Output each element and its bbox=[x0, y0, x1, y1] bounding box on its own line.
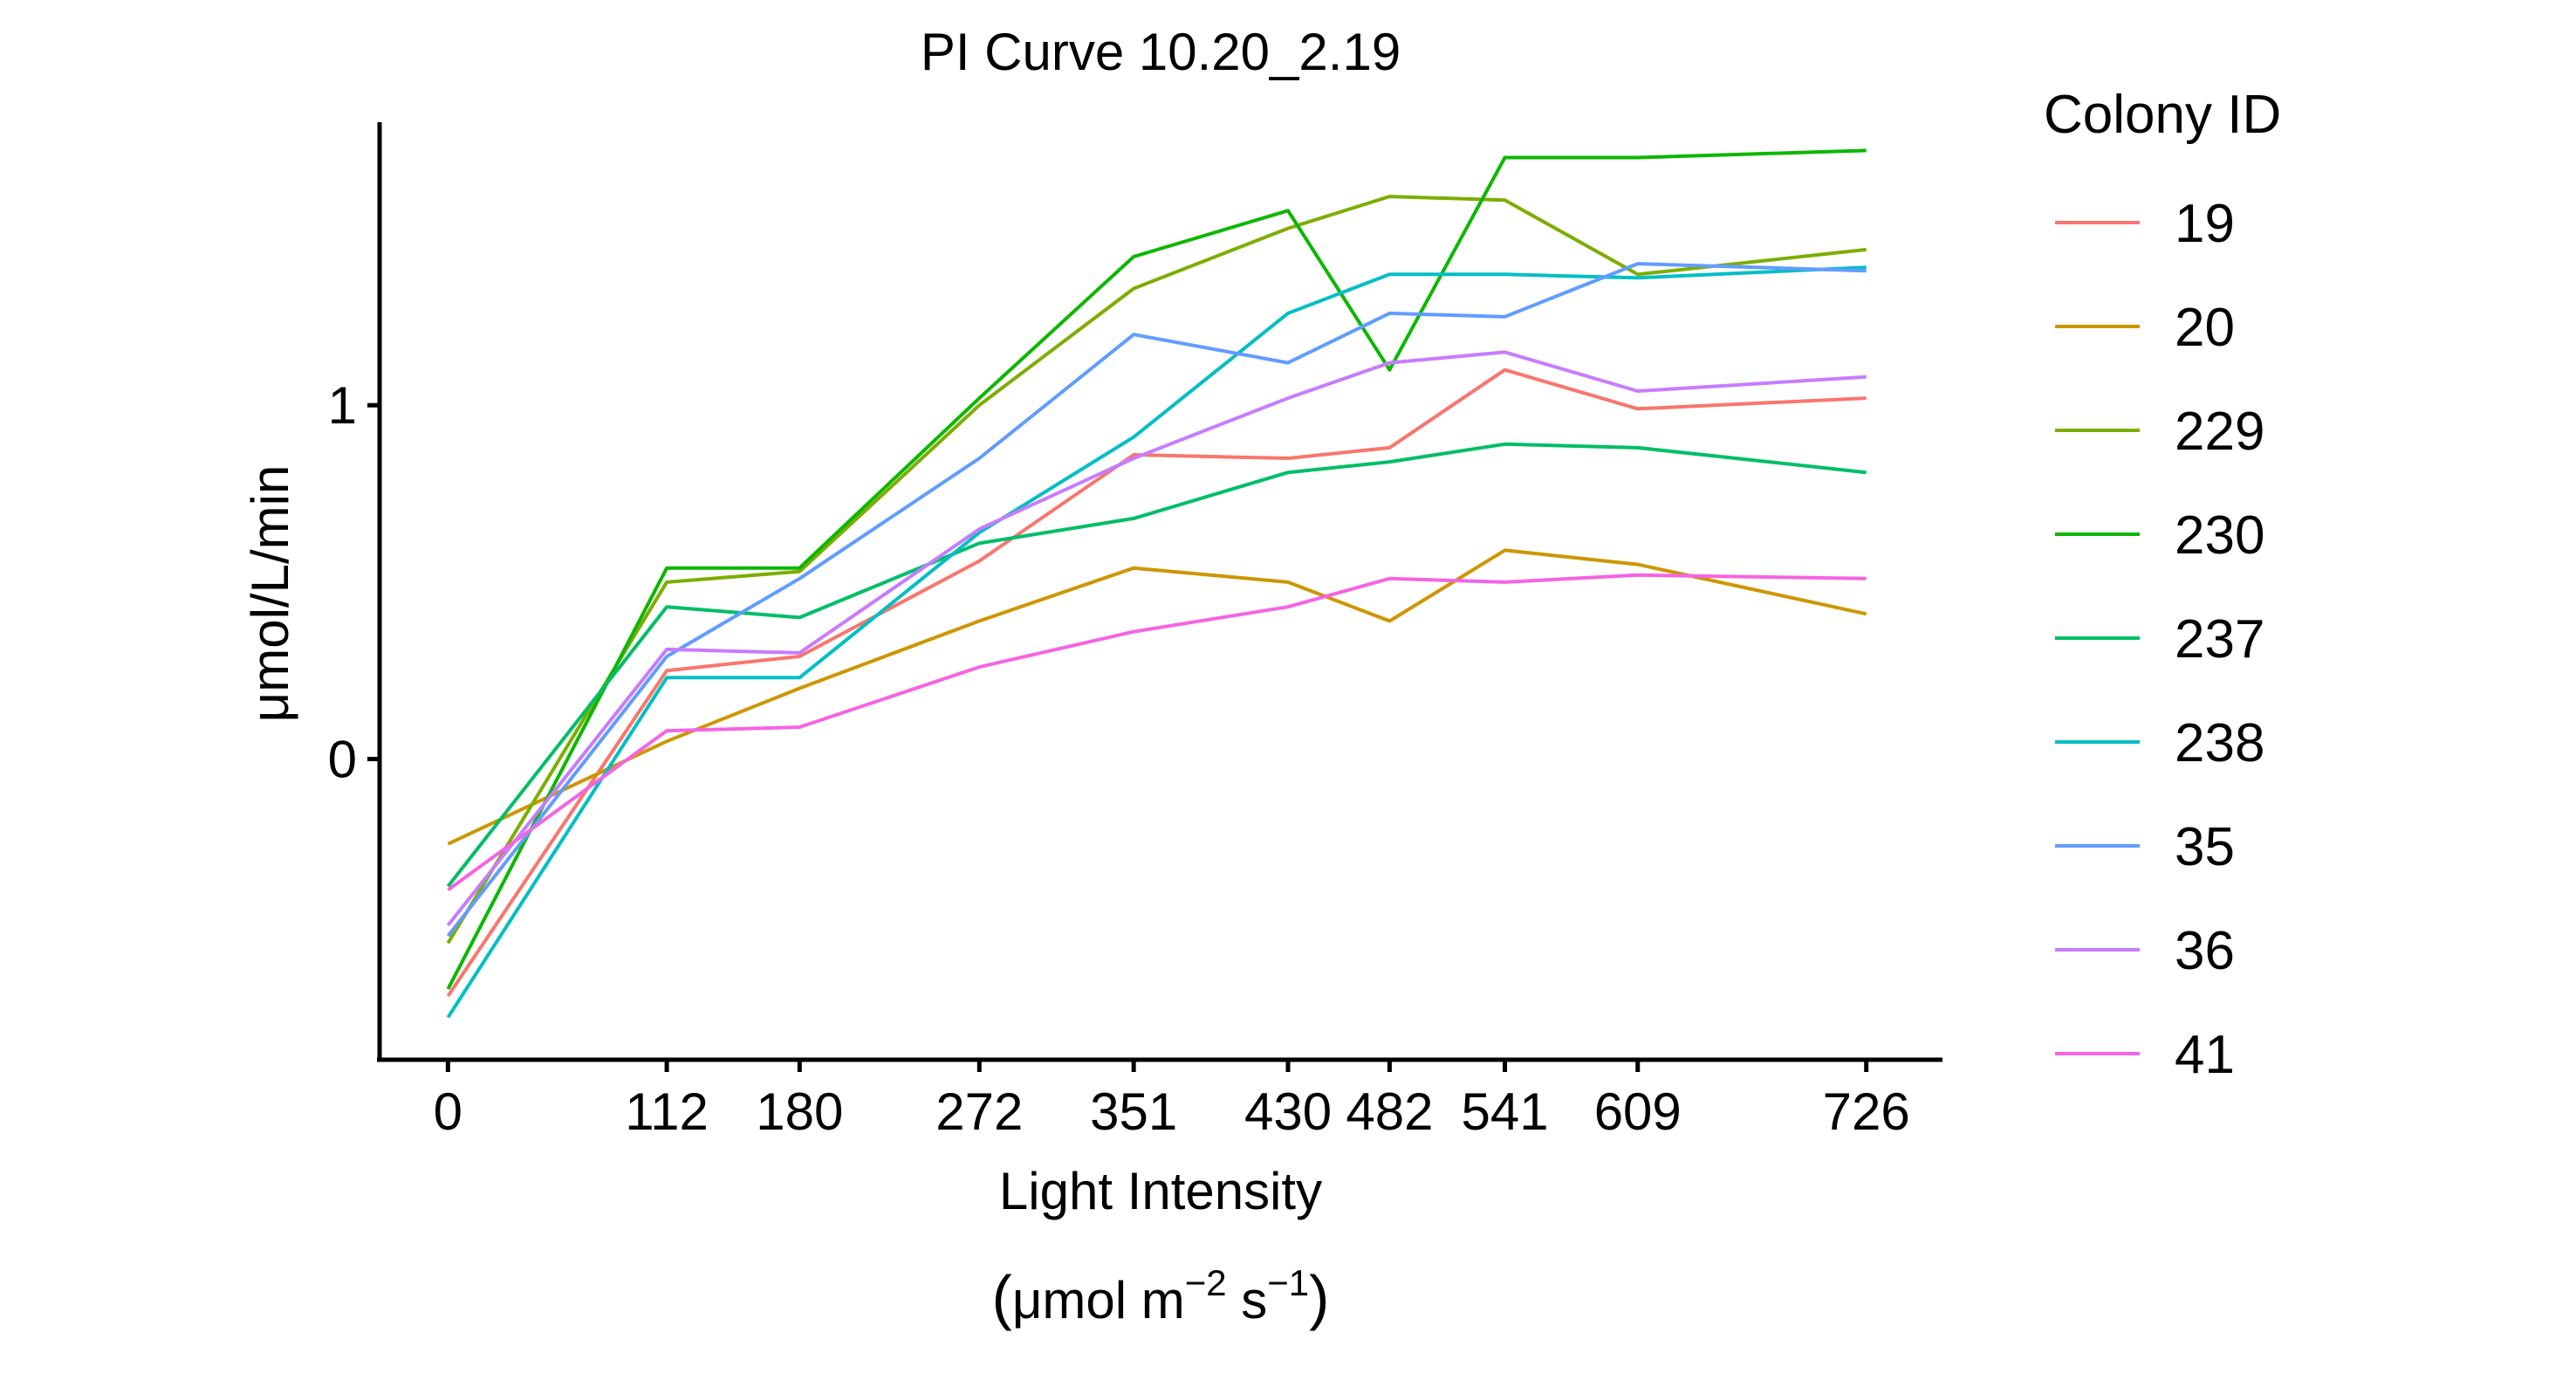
legend-label-19: 19 bbox=[2175, 194, 2235, 254]
series-line-237 bbox=[446, 442, 1867, 888]
x-tick-label: 0 bbox=[434, 1082, 462, 1141]
legend-label-238: 238 bbox=[2175, 713, 2264, 773]
series-line-238 bbox=[446, 265, 1867, 1019]
y-tick-label: 1 bbox=[328, 376, 357, 435]
legend-label-229: 229 bbox=[2175, 402, 2264, 462]
x-units-base2: s bbox=[1227, 1271, 1268, 1329]
series-line-35 bbox=[446, 262, 1867, 938]
x-tick-label: 351 bbox=[1090, 1082, 1177, 1141]
x-ticks: 0 112 180 272 351 430 482 541 609 726 bbox=[434, 1060, 1910, 1141]
y-ticks: 01 bbox=[328, 376, 380, 789]
x-axis-units: (μmol m−2 s−1) bbox=[992, 1262, 1330, 1331]
legend-label-35: 35 bbox=[2175, 817, 2235, 877]
x-units-sup1: −2 bbox=[1185, 1262, 1227, 1303]
legend-label-36: 36 bbox=[2175, 921, 2235, 981]
series-layer bbox=[446, 148, 1867, 1019]
x-tick-label: 112 bbox=[625, 1082, 709, 1141]
x-tick-label: 180 bbox=[756, 1082, 843, 1141]
x-units-open: ( bbox=[992, 1263, 1012, 1331]
x-axis-title: Light Intensity bbox=[999, 1162, 1322, 1220]
series-line-20 bbox=[447, 548, 1867, 846]
x-units-sup2: −1 bbox=[1267, 1262, 1309, 1303]
x-units-base1: μmol m bbox=[1012, 1271, 1185, 1329]
x-tick-label: 541 bbox=[1461, 1082, 1548, 1141]
series-line-41 bbox=[447, 573, 1867, 892]
y-axis-title: μmol/L/min bbox=[241, 465, 299, 723]
legend-title: Colony ID bbox=[2044, 85, 2281, 145]
series-line-229 bbox=[446, 195, 1867, 945]
legend-label-237: 237 bbox=[2175, 609, 2264, 670]
legend-label-41: 41 bbox=[2175, 1025, 2235, 1085]
x-tick-label: 726 bbox=[1823, 1082, 1910, 1141]
legend: 19 20 229 230 237 238 35 36 41 bbox=[2055, 194, 2264, 1085]
x-tick-label: 272 bbox=[935, 1082, 1023, 1141]
x-tick-label: 482 bbox=[1346, 1082, 1433, 1141]
series-line-230 bbox=[446, 148, 1867, 990]
x-units-close: ) bbox=[1309, 1263, 1329, 1331]
legend-label-20: 20 bbox=[2175, 298, 2235, 358]
series-line-36 bbox=[446, 350, 1867, 927]
x-tick-label: 430 bbox=[1244, 1082, 1332, 1141]
series-line-19 bbox=[446, 368, 1867, 998]
chart-title: PI Curve 10.20_2.19 bbox=[921, 23, 1401, 81]
x-tick-label: 609 bbox=[1594, 1082, 1682, 1141]
legend-label-230: 230 bbox=[2175, 505, 2264, 566]
y-tick-label: 0 bbox=[328, 731, 357, 789]
